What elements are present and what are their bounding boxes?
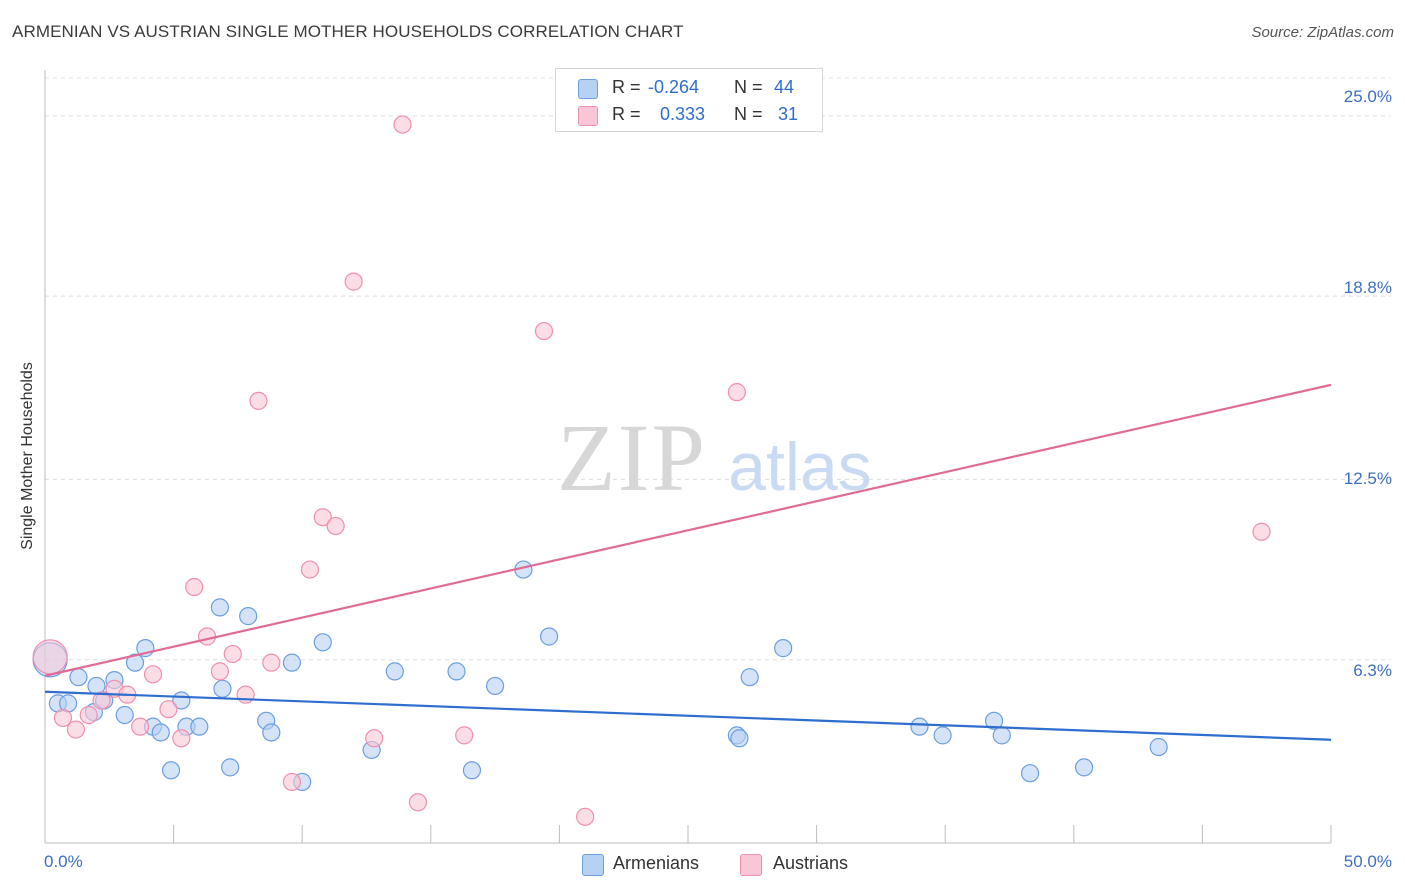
bottom-legend-swatch-austrians bbox=[740, 854, 762, 876]
armenians-point bbox=[774, 639, 793, 658]
correlation-legend: R = -0.264 N = 44 R = 0.333 N = 31 bbox=[555, 68, 823, 132]
armenians-point bbox=[447, 662, 466, 681]
austrians-point bbox=[576, 807, 595, 826]
austrians-point bbox=[313, 508, 332, 527]
y-tick-6-3: 6.3% bbox=[1353, 661, 1392, 680]
armenians-point bbox=[313, 633, 332, 652]
x-tick-max: 50.0% bbox=[1343, 852, 1392, 871]
austrians-point bbox=[172, 729, 191, 748]
legend-r-label: R = bbox=[612, 104, 641, 124]
grid-lines bbox=[45, 77, 1391, 661]
austrians-point bbox=[534, 321, 554, 341]
armenians-trend-line bbox=[44, 690, 1332, 741]
source-label: Source: ZipAtlas.com bbox=[1251, 24, 1394, 41]
armenians-point bbox=[282, 653, 302, 672]
watermark-atlas: atlas bbox=[728, 429, 872, 505]
legend-n-label: N = bbox=[734, 104, 763, 124]
armenians-point bbox=[933, 726, 952, 745]
austrians-point bbox=[344, 272, 363, 291]
austrians-point bbox=[365, 729, 384, 748]
austrians-point bbox=[282, 772, 302, 792]
armenians-point bbox=[992, 726, 1011, 745]
armenians-point bbox=[730, 729, 749, 748]
austrians-point bbox=[408, 793, 428, 812]
armenians-point bbox=[385, 662, 404, 681]
legend-r-value: -0.264 bbox=[648, 77, 700, 97]
austrians-point bbox=[727, 383, 746, 402]
armenians-point bbox=[190, 717, 209, 736]
bottom-legend-label-armenians: Armenians bbox=[613, 853, 700, 873]
austrians-point bbox=[393, 115, 412, 134]
armenians-point bbox=[239, 607, 258, 626]
armenians-point bbox=[151, 723, 170, 742]
austrians-point bbox=[92, 691, 111, 710]
armenians-point bbox=[210, 598, 229, 617]
armenians-point bbox=[984, 711, 1004, 730]
watermark-zip: ZIP bbox=[557, 404, 707, 511]
legend-r-value: 0.333 bbox=[660, 104, 706, 124]
armenians-point bbox=[1149, 737, 1168, 757]
austrians-point bbox=[197, 627, 217, 646]
armenians-point bbox=[262, 723, 281, 742]
y-tick-25: 25.0% bbox=[1343, 87, 1392, 106]
austrians-point bbox=[66, 720, 85, 739]
austrians-point bbox=[249, 391, 268, 410]
austrians-trend-line bbox=[44, 383, 1332, 677]
austrians-point bbox=[131, 717, 150, 736]
armenians-point bbox=[740, 668, 759, 687]
austrians-point bbox=[53, 708, 73, 728]
austrians-point bbox=[262, 653, 281, 672]
armenians-point bbox=[161, 761, 181, 780]
axes bbox=[44, 70, 1332, 844]
bottom-legend-label-austrians: Austrians bbox=[773, 853, 849, 873]
armenians-point bbox=[69, 668, 88, 687]
x-tick-min: 0.0% bbox=[44, 852, 83, 871]
austrians-point bbox=[326, 516, 345, 536]
austrians-point bbox=[455, 726, 474, 745]
austrians-point bbox=[185, 577, 204, 597]
y-tick-18-8: 18.8% bbox=[1343, 278, 1392, 297]
chart-title: ARMENIAN VS AUSTRIAN SINGLE MOTHER HOUSE… bbox=[12, 22, 684, 41]
armenians-point bbox=[540, 627, 559, 646]
armenians-point bbox=[115, 705, 134, 725]
austrians-point bbox=[300, 560, 320, 579]
legend-r-label: R = bbox=[612, 77, 641, 97]
legend-swatch-austrians bbox=[578, 106, 598, 126]
trend-lines bbox=[44, 383, 1332, 741]
armenians-point bbox=[125, 653, 145, 672]
austrians-point bbox=[79, 705, 98, 725]
armenians-point bbox=[221, 758, 240, 777]
armenians-point bbox=[1074, 758, 1094, 777]
legend-n-value: 44 bbox=[774, 77, 795, 97]
austrians-point bbox=[159, 700, 178, 719]
bottom-legend-swatch-armenians bbox=[582, 854, 604, 876]
austrians-points bbox=[32, 115, 1271, 826]
armenians-point bbox=[462, 761, 482, 780]
legend-swatch-armenians bbox=[578, 79, 598, 99]
austrians-point bbox=[32, 639, 68, 675]
austrians-point bbox=[236, 685, 255, 704]
austrians-point bbox=[223, 644, 242, 664]
armenians-point bbox=[1020, 764, 1040, 783]
austrians-point bbox=[210, 662, 229, 681]
watermark: ZIP atlas bbox=[557, 404, 872, 511]
austrians-point bbox=[143, 665, 163, 684]
legend-n-value: 31 bbox=[778, 104, 799, 124]
austrians-point bbox=[1252, 522, 1271, 541]
armenians-point bbox=[486, 676, 505, 696]
armenians-point bbox=[910, 717, 929, 736]
legend-n-label: N = bbox=[734, 77, 763, 97]
armenians-points bbox=[32, 560, 1168, 792]
armenians-point bbox=[213, 679, 232, 698]
y-tick-12-5: 12.5% bbox=[1343, 469, 1392, 488]
